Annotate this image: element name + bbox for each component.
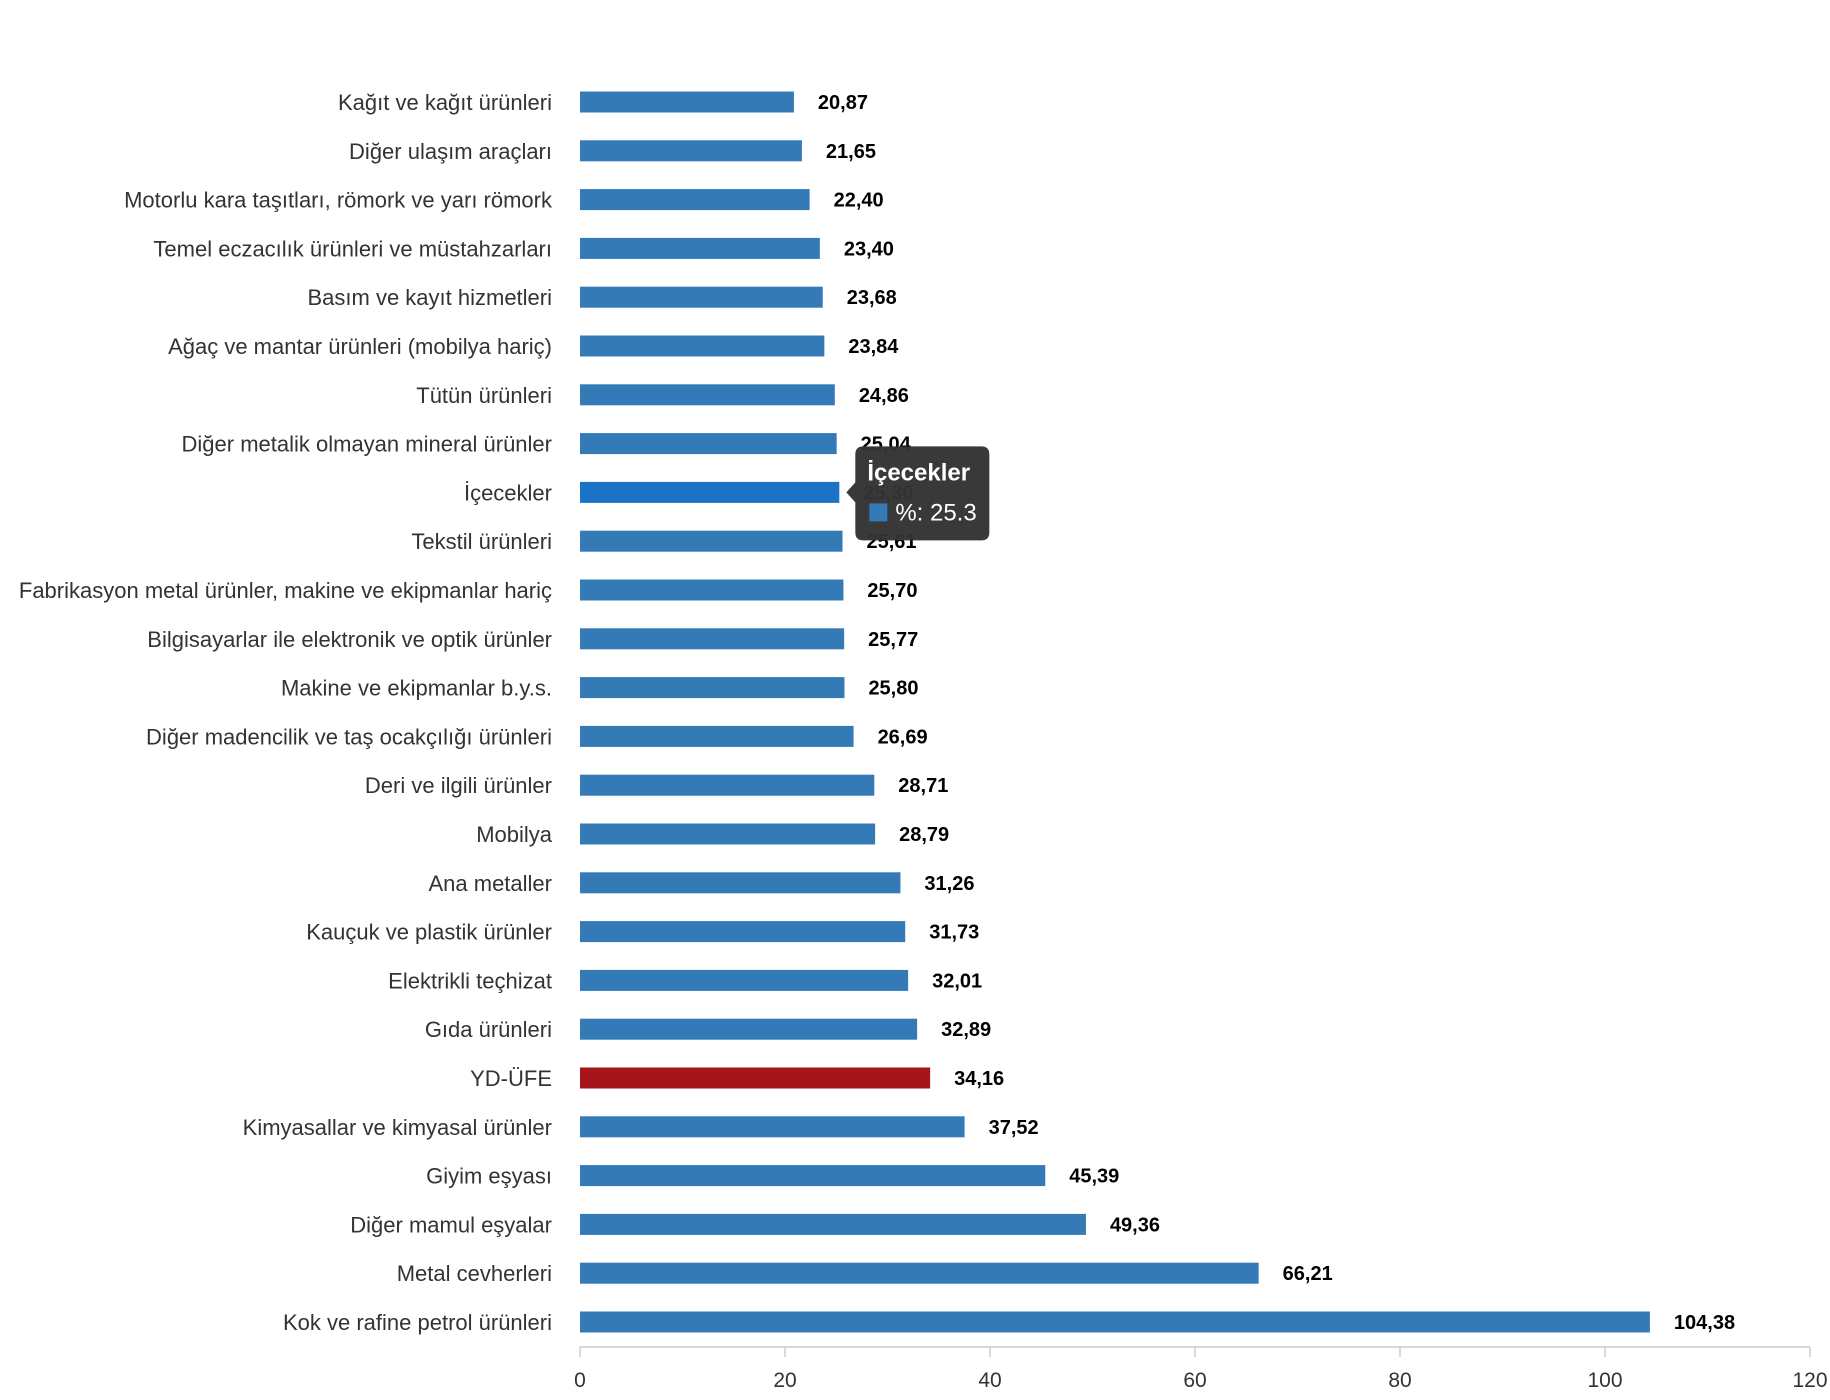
category-label: Giyim eşyası — [426, 1164, 552, 1189]
value-label: 25,77 — [868, 629, 918, 651]
tooltip-legend-swatch — [869, 503, 888, 522]
x-tick-label: 80 — [1388, 1369, 1411, 1392]
value-label: 28,71 — [898, 775, 948, 797]
value-label: 28,79 — [899, 824, 949, 846]
bar[interactable] — [580, 1311, 1650, 1333]
value-label: 37,52 — [989, 1117, 1039, 1139]
value-label: 66,21 — [1283, 1263, 1333, 1285]
category-label: Kimyasallar ve kimyasal ürünler — [243, 1115, 552, 1140]
value-label: 25,70 — [867, 580, 917, 602]
category-label: Mobilya — [476, 822, 553, 847]
bar[interactable] — [580, 774, 875, 796]
category-label: Tütün ürünleri — [416, 383, 552, 408]
x-axis: 0 20 40 60 80 100 120 — [574, 1346, 1828, 1392]
category-label: Makine ve ekipmanlar b.y.s. — [281, 676, 552, 701]
bar[interactable] — [580, 140, 802, 162]
value-label: 21,65 — [826, 141, 876, 163]
bar[interactable] — [580, 1262, 1259, 1284]
x-tick-label: 0 — [574, 1369, 586, 1392]
bar[interactable] — [580, 433, 837, 455]
tooltip-title: İçecekler — [867, 459, 970, 486]
value-label: 22,40 — [834, 190, 884, 212]
bar[interactable] — [580, 725, 854, 747]
bar[interactable] — [580, 189, 810, 211]
bar[interactable] — [580, 628, 845, 650]
bar[interactable] — [580, 969, 909, 991]
value-label: 34,16 — [954, 1068, 1004, 1090]
bar[interactable] — [580, 1018, 918, 1040]
bar[interactable] — [580, 1067, 931, 1089]
x-tick-label: 40 — [978, 1369, 1001, 1392]
value-label: 20,87 — [818, 92, 868, 114]
bar[interactable] — [580, 384, 835, 406]
x-tick-label: 100 — [1587, 1369, 1622, 1392]
value-label: 23,84 — [848, 336, 899, 358]
value-label: 32,01 — [932, 970, 982, 992]
category-label: Elektrikli teçhizat — [388, 968, 552, 993]
value-label: 24,86 — [859, 385, 909, 407]
category-label: Fabrikasyon metal ürünler, makine ve eki… — [19, 578, 552, 603]
bar[interactable] — [580, 579, 844, 601]
bar[interactable] — [580, 237, 820, 259]
category-label: Kağıt ve kağıt ürünleri — [338, 90, 552, 115]
tooltip: İçecekler %: 25.3 — [846, 446, 990, 541]
category-label: İçecekler — [464, 480, 552, 505]
value-label: 26,69 — [878, 726, 928, 748]
value-label: 23,68 — [847, 287, 897, 309]
value-label: 25,80 — [868, 678, 918, 700]
bar[interactable] — [580, 921, 906, 943]
category-label: Temel eczacılık ürünleri ve müstahzarlar… — [153, 236, 552, 261]
value-label: 45,39 — [1069, 1166, 1119, 1188]
labels-layer: Kağıt ve kağıt ürünleri 20,87 Diğer ulaşım… — [19, 90, 1735, 1335]
category-label: Metal cevherleri — [397, 1261, 552, 1286]
category-label: Diğer madencilik ve taş ocakçılığı ürünl… — [146, 724, 552, 749]
bar[interactable] — [580, 286, 823, 308]
category-label: Diğer ulaşım araçları — [349, 139, 552, 164]
value-label: 23,40 — [844, 238, 894, 260]
value-label: 31,26 — [924, 873, 974, 895]
category-label: Tekstil ürünleri — [411, 529, 552, 554]
category-label: Diğer metalik olmayan mineral ürünler — [182, 432, 552, 457]
bar[interactable] — [580, 872, 901, 894]
category-label: YD-ÜFE — [470, 1066, 552, 1091]
category-label: Motorlu kara taşıtları, römork ve yarı r… — [124, 188, 553, 213]
category-label: Bilgisayarlar ile elektronik ve optik ür… — [147, 627, 552, 652]
tooltip-value: %: 25.3 — [895, 499, 976, 526]
bar[interactable] — [580, 677, 845, 699]
category-label: Kauçuk ve plastik ürünler — [306, 920, 552, 945]
bar[interactable] — [580, 1213, 1086, 1235]
category-label: Ana metaller — [428, 871, 552, 896]
category-label: Kok ve rafine petrol ürünleri — [283, 1310, 552, 1335]
x-tick-label: 120 — [1792, 1369, 1827, 1392]
category-label: Diğer mamul eşyalar — [350, 1212, 552, 1237]
bar[interactable] — [580, 530, 843, 552]
value-label: 32,89 — [941, 1019, 991, 1041]
bar[interactable] — [580, 1165, 1046, 1187]
bars-layer — [580, 91, 1650, 1333]
category-label: Basım ve kayıt hizmetleri — [307, 285, 552, 310]
category-label: Deri ve ilgili ürünler — [365, 773, 552, 798]
value-label: 49,36 — [1110, 1214, 1160, 1236]
x-tick-label: 60 — [1183, 1369, 1206, 1392]
value-label: 31,73 — [929, 922, 979, 944]
bar[interactable] — [580, 823, 876, 845]
x-tick-label: 20 — [773, 1369, 796, 1392]
bar[interactable] — [580, 1116, 965, 1138]
bar[interactable] — [580, 91, 794, 113]
category-label: Gıda ürünleri — [425, 1017, 552, 1042]
bar[interactable] — [580, 335, 825, 357]
value-label: 104,38 — [1674, 1312, 1735, 1334]
category-label: Ağaç ve mantar ürünleri (mobilya hariç) — [168, 334, 552, 359]
bar[interactable] — [580, 481, 840, 503]
